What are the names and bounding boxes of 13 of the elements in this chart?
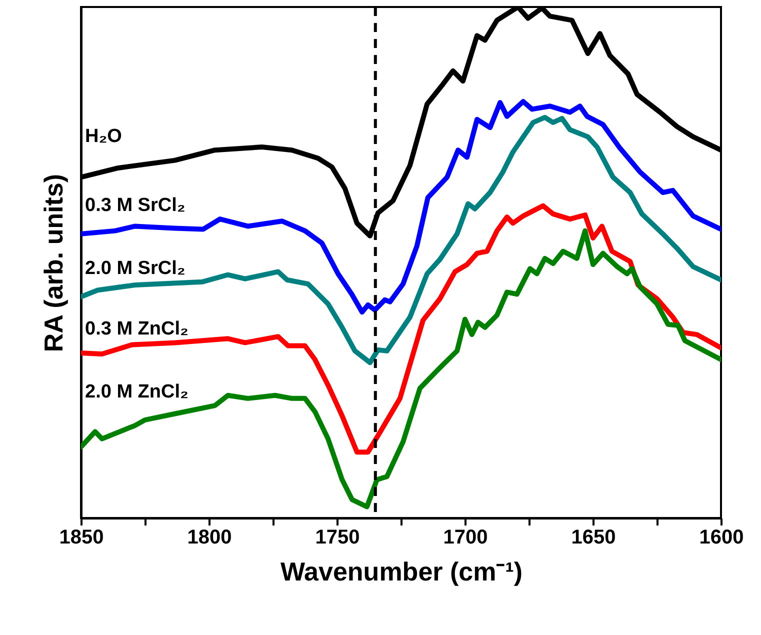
x-axis-title: Wavenumber (cm⁻¹) <box>280 556 523 586</box>
x-tick-label: 1750 <box>315 526 360 548</box>
series-label: 0.3 M ZnCl₂ <box>85 318 188 340</box>
y-axis-title: RA (arb. units) <box>38 174 68 352</box>
series-label: 2.0 M ZnCl₂ <box>85 382 188 403</box>
series-label: H₂O <box>85 126 122 148</box>
x-tick-label: 1850 <box>59 526 104 548</box>
series-label: 2.0 M SrCl₂ <box>85 258 186 279</box>
series-label: 0.3 M SrCl₂ <box>85 195 186 216</box>
x-tick-label: 1800 <box>187 526 232 548</box>
x-tick-label: 1600 <box>699 526 744 548</box>
x-tick-label: 1650 <box>571 526 616 548</box>
x-tick-label: 1700 <box>443 526 488 548</box>
